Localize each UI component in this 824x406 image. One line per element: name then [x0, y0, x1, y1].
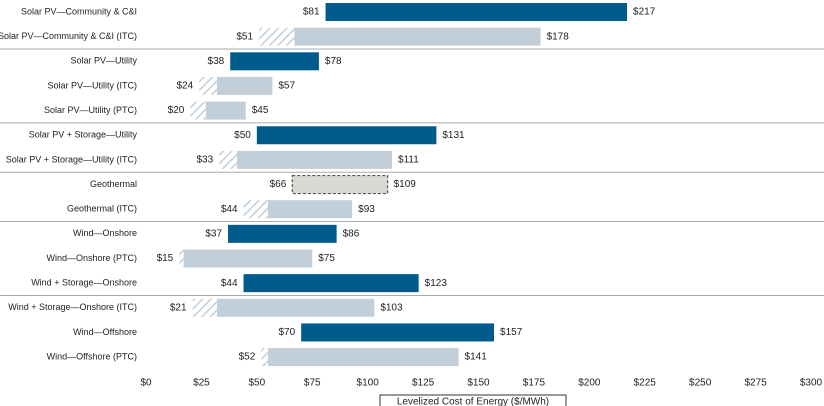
high-label: $131 — [442, 130, 465, 141]
row-label: Solar PV—Community & C&I (ITC) — [0, 31, 137, 41]
hatch-segment — [199, 76, 217, 95]
x-tick-label: $100 — [357, 378, 380, 389]
hatch-segment — [243, 200, 268, 219]
row-label: Solar PV + Storage—Utility (ITC) — [6, 154, 137, 164]
high-label: $178 — [547, 31, 570, 42]
range-bar — [267, 348, 459, 367]
row-label: Wind + Storage—Onshore — [31, 278, 137, 288]
row-label: Solar PV—Utility (PTC) — [44, 105, 137, 115]
x-tick-label: $200 — [578, 378, 601, 389]
row-label: Solar PV + Storage—Utility — [29, 130, 138, 140]
x-tick-label: $275 — [744, 378, 767, 389]
range-bar — [256, 126, 437, 145]
range-bar — [236, 150, 393, 169]
x-tick-label: $75 — [304, 378, 321, 389]
low-label: $20 — [168, 105, 185, 116]
row-label: Wind—Onshore (PTC) — [46, 253, 137, 263]
row-label: Solar PV—Community & C&I — [21, 6, 137, 16]
high-label: $109 — [394, 179, 417, 190]
x-tick-label: $50 — [248, 378, 265, 389]
x-axis-title: Levelized Cost of Energy ($/MWh) — [397, 397, 549, 406]
hatch-segment — [190, 101, 206, 120]
low-label: $70 — [278, 327, 295, 338]
low-label: $81 — [303, 7, 320, 18]
low-label: $15 — [157, 253, 174, 264]
low-label: $24 — [177, 81, 194, 92]
row-label: Geothermal — [90, 179, 137, 189]
x-tick-label: $300 — [800, 378, 823, 389]
range-bar — [205, 101, 246, 120]
high-label: $86 — [343, 228, 360, 239]
x-tick-label: $150 — [467, 378, 490, 389]
range-bar — [183, 249, 313, 268]
range-bar — [216, 298, 375, 317]
range-bar — [216, 76, 273, 95]
x-tick-label: $25 — [193, 378, 210, 389]
range-bar — [228, 224, 337, 243]
x-tick-label: $0 — [140, 378, 152, 389]
low-label: $38 — [208, 56, 225, 67]
high-label: $78 — [325, 56, 342, 67]
row-label: Wind + Storage—Onshore (ITC) — [8, 302, 137, 312]
low-label: $44 — [221, 278, 238, 289]
x-tick-label: $125 — [412, 378, 435, 389]
range-bar — [230, 52, 319, 71]
high-label: $45 — [252, 105, 269, 116]
low-label: $66 — [270, 179, 287, 190]
range-bar — [294, 27, 541, 46]
low-label: $33 — [196, 155, 213, 166]
low-label: $44 — [221, 204, 238, 215]
high-label: $75 — [318, 253, 335, 264]
low-label: $51 — [236, 31, 253, 42]
hatch-segment — [192, 298, 217, 317]
x-tick-label: $175 — [523, 378, 546, 389]
range-bar — [325, 3, 628, 21]
range-bar — [267, 200, 353, 219]
high-label: $111 — [398, 155, 419, 166]
x-tick-label: $225 — [634, 378, 657, 389]
hatch-segment — [219, 150, 237, 169]
high-label: $217 — [633, 7, 656, 18]
low-label: $21 — [170, 302, 187, 313]
range-bar — [243, 274, 419, 293]
range-bar — [301, 323, 495, 342]
row-label: Wind—Offshore (PTC) — [47, 351, 137, 361]
x-title-box — [379, 394, 567, 406]
high-label: $123 — [425, 278, 448, 289]
hatch-segment — [261, 348, 268, 367]
high-label: $57 — [278, 81, 295, 92]
row-label: Geothermal (ITC) — [67, 204, 137, 214]
row-label: Wind—Onshore — [73, 228, 137, 238]
x-tick-label: $250 — [689, 378, 712, 389]
range-bar — [291, 174, 389, 195]
low-label: $50 — [234, 130, 251, 141]
hatch-segment — [259, 27, 295, 46]
hatch-segment — [179, 249, 184, 268]
high-label: $157 — [500, 327, 523, 338]
row-label: Solar PV—Utility — [70, 56, 137, 66]
row-label: Solar PV—Utility (ITC) — [47, 80, 137, 90]
row-label: Wind—Offshore — [73, 327, 137, 337]
high-label: $93 — [358, 204, 375, 215]
low-label: $37 — [205, 228, 222, 239]
low-label: $52 — [239, 352, 256, 363]
high-label: $103 — [380, 302, 403, 313]
high-label: $141 — [465, 352, 488, 363]
